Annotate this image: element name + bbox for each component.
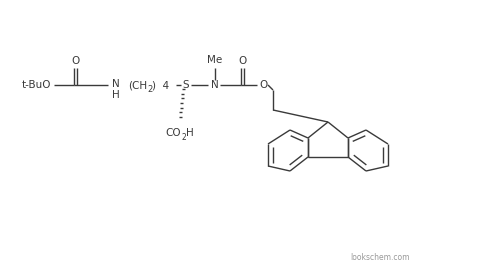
Text: t-BuO: t-BuO [22,80,51,90]
Text: O: O [239,56,247,66]
Text: 2: 2 [147,85,152,93]
Text: O: O [260,80,268,90]
Text: N: N [211,80,219,90]
Text: N: N [112,79,120,89]
Text: H: H [186,128,194,138]
Text: O: O [72,56,80,66]
Text: )  4: ) 4 [152,80,169,90]
Text: (CH: (CH [128,80,147,90]
Text: lookschem.com: lookschem.com [350,254,409,262]
Text: Me: Me [207,55,223,65]
Text: H: H [112,90,120,100]
Text: 2: 2 [181,133,186,141]
Text: S: S [183,80,189,90]
Text: CO: CO [165,128,180,138]
